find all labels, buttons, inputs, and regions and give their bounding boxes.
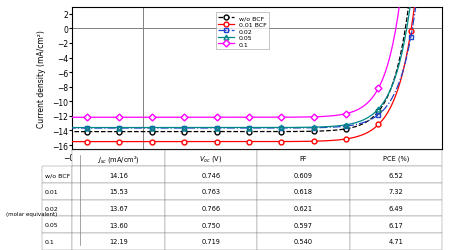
X-axis label: Voltage (V): Voltage (V) xyxy=(232,168,282,177)
w/o BCF xyxy=(281,130,286,134)
0.1 xyxy=(289,116,295,119)
0.01 BCF xyxy=(289,140,295,143)
0.05 xyxy=(282,126,288,130)
0.01 BCF xyxy=(52,140,57,143)
0.05 xyxy=(378,105,384,108)
0.05 xyxy=(289,126,295,130)
Line: 0.1: 0.1 xyxy=(52,0,444,120)
Line: 0.02: 0.02 xyxy=(52,0,444,131)
w/o BCF xyxy=(282,130,288,134)
0.02 xyxy=(282,127,288,130)
w/o BCF xyxy=(289,130,295,134)
0.05 xyxy=(403,34,409,37)
0.1 xyxy=(52,116,57,119)
0.01 BCF xyxy=(281,140,286,143)
0.1 xyxy=(53,116,59,119)
0.01 BCF xyxy=(378,121,384,124)
0.02 xyxy=(289,127,295,130)
0.02 xyxy=(52,127,57,130)
Line: w/o BCF: w/o BCF xyxy=(52,0,444,134)
w/o BCF xyxy=(52,130,57,134)
0.02 xyxy=(53,127,59,130)
w/o BCF xyxy=(403,26,409,29)
w/o BCF xyxy=(53,130,59,134)
w/o BCF xyxy=(378,107,384,110)
0.1 xyxy=(281,116,286,119)
0.01 BCF xyxy=(403,59,409,62)
0.05 xyxy=(53,126,59,130)
Text: (molar equivalent): (molar equivalent) xyxy=(6,211,57,216)
0.1 xyxy=(378,82,384,85)
0.02 xyxy=(378,112,384,114)
0.05 xyxy=(281,126,286,130)
0.01 BCF xyxy=(282,140,288,143)
Line: 0.05: 0.05 xyxy=(52,0,444,130)
0.01 BCF xyxy=(53,140,59,143)
0.05 xyxy=(52,126,57,130)
0.02 xyxy=(281,127,286,130)
0.02 xyxy=(403,60,409,63)
0.1 xyxy=(282,116,288,119)
Line: 0.01 BCF: 0.01 BCF xyxy=(52,0,444,144)
Legend: w/o BCF, 0.01 BCF, 0.02, 0.05, 0.1: w/o BCF, 0.01 BCF, 0.02, 0.05, 0.1 xyxy=(216,14,269,50)
Y-axis label: Current density (mA/cm²): Current density (mA/cm²) xyxy=(37,30,46,127)
